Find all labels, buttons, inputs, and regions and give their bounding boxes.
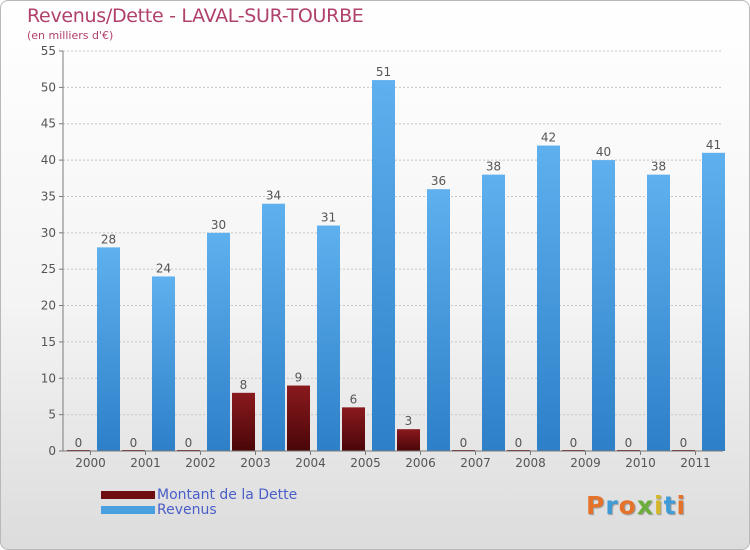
data-label-revenus: 42 — [541, 131, 556, 145]
y-tick-label: 50 — [41, 80, 56, 94]
bar-revenus — [97, 247, 120, 451]
legend-item-revenus: Revenus — [101, 502, 297, 517]
logo-letter: t — [663, 491, 677, 520]
data-label-revenus: 38 — [651, 160, 666, 174]
data-label-revenus: 28 — [101, 232, 116, 246]
logo-letter: o — [618, 491, 637, 520]
data-label-revenus: 51 — [376, 65, 391, 79]
x-tick-label: 2001 — [130, 456, 161, 470]
bar-revenus — [152, 276, 175, 451]
legend: Montant de la Dette Revenus — [101, 487, 297, 517]
x-tick-label: 2004 — [295, 456, 326, 470]
y-tick-label: 25 — [41, 262, 56, 276]
bar-revenus — [537, 145, 560, 451]
data-label-dette: 0 — [185, 436, 193, 450]
bar-dette — [287, 385, 310, 451]
x-tick-label: 2003 — [240, 456, 271, 470]
data-label-dette: 0 — [515, 436, 523, 450]
legend-swatch-dette — [101, 490, 155, 499]
data-label-dette: 0 — [570, 436, 578, 450]
x-tick-label: 2000 — [75, 456, 106, 470]
y-tick-label: 30 — [41, 226, 56, 240]
bar-revenus — [702, 152, 725, 451]
x-tick-label: 2007 — [460, 456, 491, 470]
data-label-revenus: 31 — [321, 211, 336, 225]
data-label-revenus: 30 — [211, 218, 226, 232]
bar-revenus — [482, 174, 505, 452]
y-tick-label: 20 — [41, 299, 56, 313]
data-label-dette: 0 — [75, 436, 83, 450]
legend-swatch-revenus — [101, 505, 155, 514]
y-tick-label: 10 — [41, 371, 56, 385]
y-tick-label: 40 — [41, 153, 56, 167]
bar-revenus — [592, 160, 615, 451]
bar-revenus — [372, 80, 395, 451]
bar-dette — [232, 392, 255, 451]
data-label-dette: 0 — [130, 436, 138, 450]
legend-label-revenus: Revenus — [157, 501, 217, 518]
bar-revenus — [427, 189, 450, 451]
data-label-dette: 3 — [405, 414, 413, 428]
x-tick-label: 2008 — [515, 456, 546, 470]
data-label-revenus: 36 — [431, 174, 446, 188]
logo-letter: i — [654, 491, 664, 520]
logo-letter: x — [636, 491, 654, 520]
data-label-revenus: 38 — [486, 160, 501, 174]
y-tick-label: 35 — [41, 189, 56, 203]
data-label-dette: 6 — [350, 392, 358, 406]
data-label-dette: 0 — [625, 436, 633, 450]
logo-letter: r — [605, 491, 619, 520]
bar-revenus — [262, 203, 285, 451]
data-label-revenus: 34 — [266, 189, 281, 203]
data-label-dette: 9 — [295, 371, 303, 385]
data-label-dette: 0 — [680, 436, 688, 450]
y-tick-label: 0 — [48, 444, 56, 458]
bar-dette — [342, 407, 365, 451]
logo-letter: P — [586, 491, 606, 520]
x-tick-label: 2010 — [625, 456, 656, 470]
x-tick-label: 2006 — [405, 456, 436, 470]
chart-subtitle: (en milliers d'€) — [27, 29, 114, 42]
x-tick-label: 2002 — [185, 456, 216, 470]
proxiti-logo[interactable]: Proxiti — [586, 491, 686, 520]
x-tick-label: 2005 — [350, 456, 381, 470]
legend-item-dette: Montant de la Dette — [101, 487, 297, 502]
bar-revenus — [317, 225, 340, 451]
bar-revenus — [207, 232, 230, 451]
x-tick-label: 2011 — [680, 456, 711, 470]
bar-dette — [397, 429, 420, 451]
data-label-revenus: 24 — [156, 261, 171, 275]
data-label-revenus: 40 — [596, 145, 611, 159]
logo-letter: i — [676, 491, 687, 520]
bar-revenus — [647, 174, 670, 452]
data-label-dette: 0 — [460, 436, 468, 450]
y-tick-label: 45 — [41, 117, 56, 131]
data-label-dette: 8 — [240, 378, 248, 392]
y-tick-label: 15 — [41, 335, 56, 349]
x-tick-label: 2009 — [570, 456, 601, 470]
legend-label-dette: Montant de la Dette — [157, 486, 298, 503]
y-tick-label: 55 — [41, 44, 56, 58]
chart-title: Revenus/Dette - LAVAL-SUR-TOURBE — [27, 5, 364, 27]
y-tick-label: 5 — [48, 408, 56, 422]
data-label-revenus: 41 — [706, 138, 721, 152]
